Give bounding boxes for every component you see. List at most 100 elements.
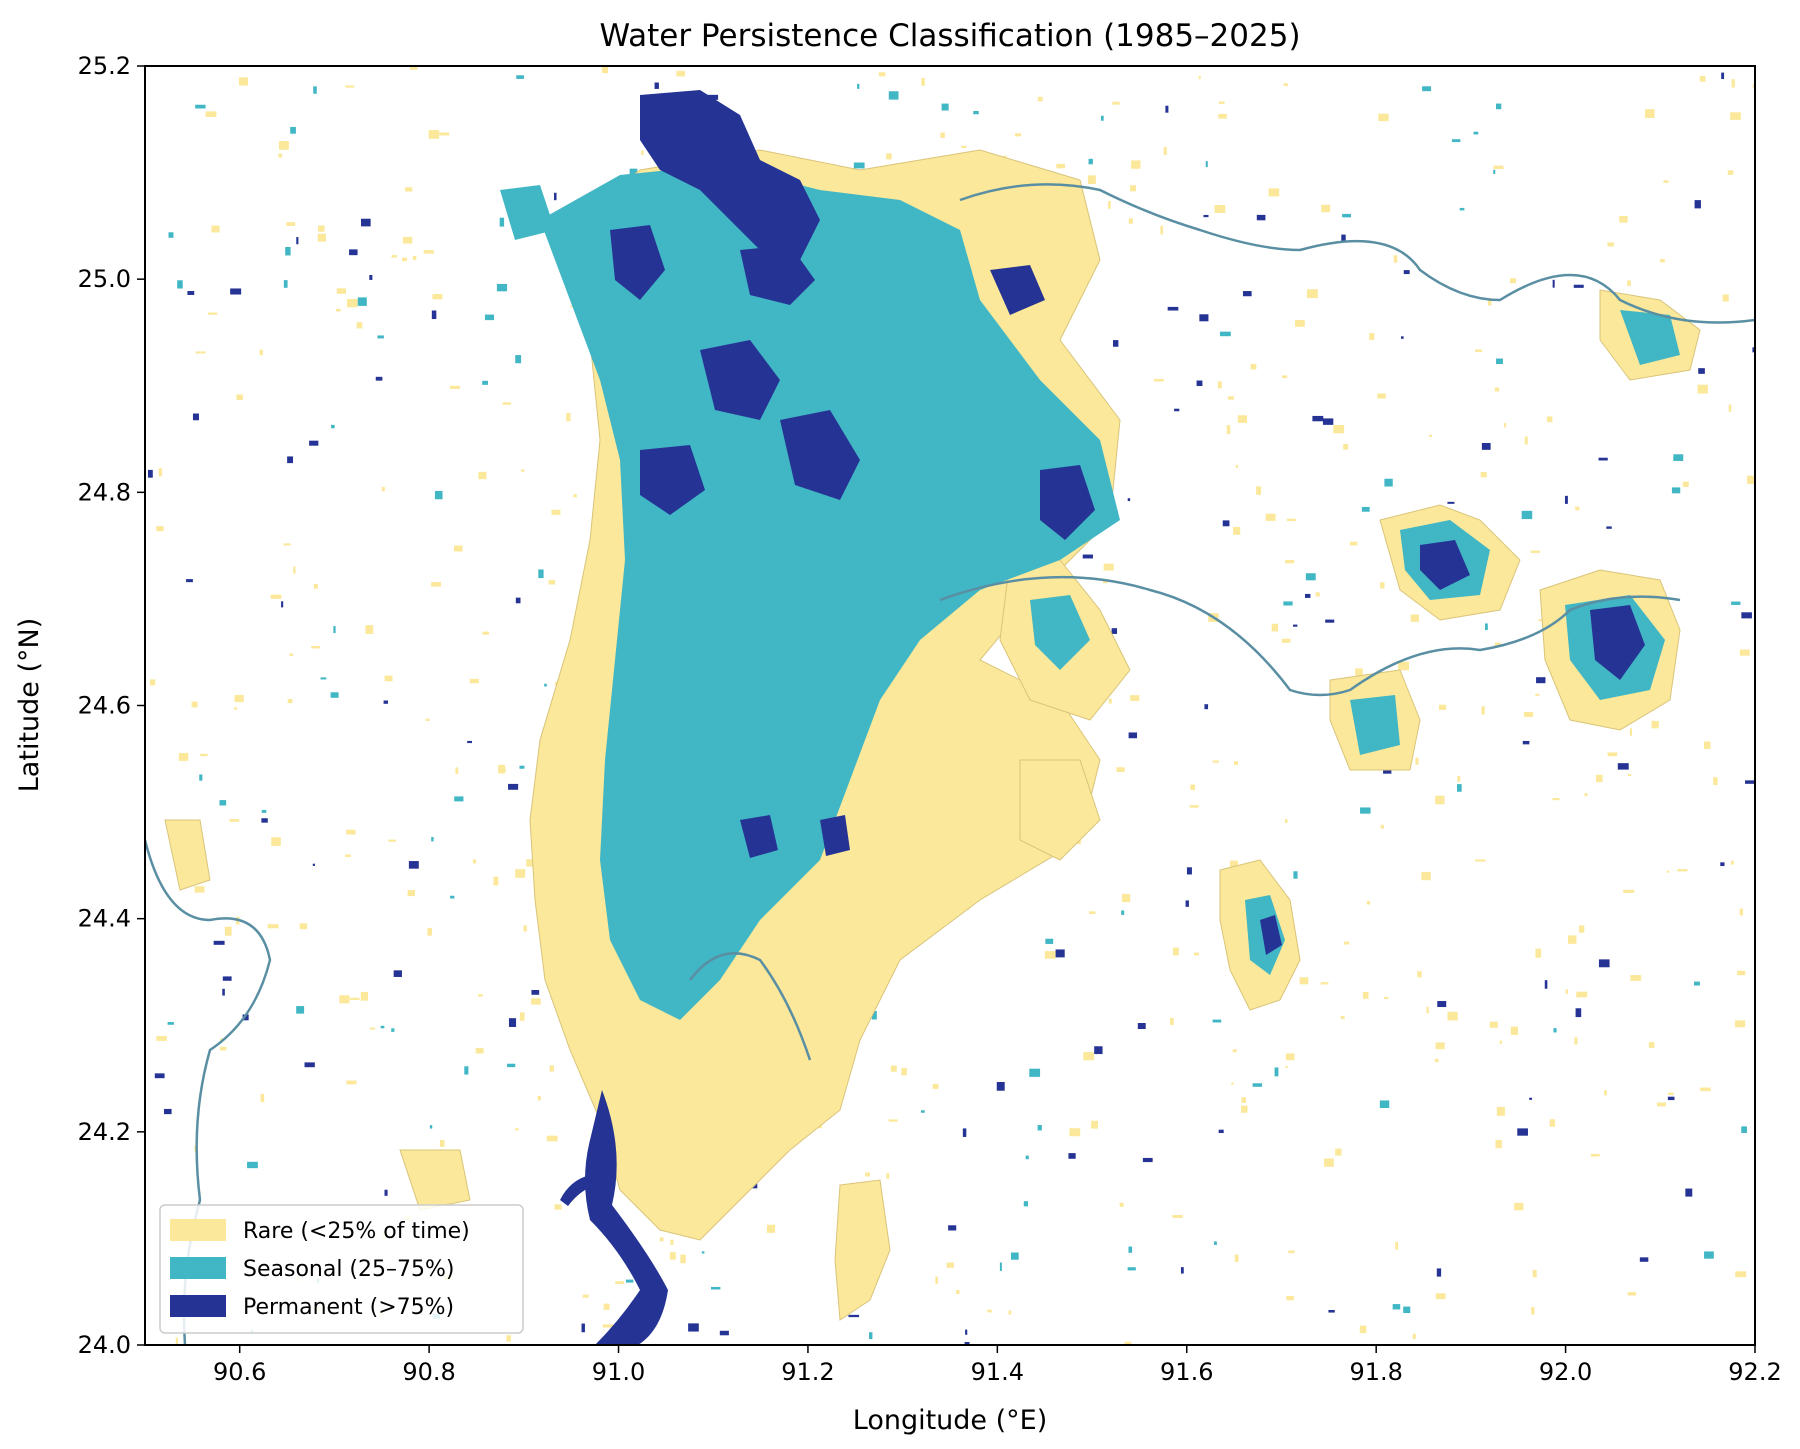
water-pixel xyxy=(278,141,289,150)
water-pixel xyxy=(1607,752,1618,757)
water-pixel xyxy=(1514,1202,1524,1211)
x-tick-label: 90.6 xyxy=(213,1358,266,1386)
water-pixel xyxy=(1089,911,1096,914)
water-pixel xyxy=(1285,560,1295,564)
water-pixel xyxy=(1108,698,1112,704)
water-pixel xyxy=(286,222,296,226)
water-pixel xyxy=(1128,218,1133,224)
water-pixel xyxy=(1435,1293,1446,1300)
water-pixel xyxy=(1369,333,1375,340)
water-pixel xyxy=(1436,1268,1442,1277)
water-pixel xyxy=(1552,279,1555,288)
water-pixel xyxy=(1392,1304,1401,1310)
water-pixel xyxy=(1256,486,1262,495)
water-pixel xyxy=(475,1048,484,1054)
water-pixel xyxy=(345,854,352,858)
legend-label: Rare (<25% of time) xyxy=(243,1219,470,1244)
water-pixel xyxy=(1232,1049,1237,1053)
water-pixel xyxy=(1694,200,1701,209)
water-pixel xyxy=(1335,1148,1342,1156)
water-pixel xyxy=(515,869,526,878)
water-pixel xyxy=(455,767,459,774)
water-pixel xyxy=(1494,642,1501,647)
water-pixel xyxy=(538,569,544,579)
water-pixel xyxy=(1595,774,1603,783)
water-pixel xyxy=(1091,1120,1099,1129)
water-pixel xyxy=(676,70,686,77)
water-pixel xyxy=(1283,83,1288,87)
water-pixel xyxy=(175,1337,179,1345)
water-pixel xyxy=(234,707,237,710)
water-pixel xyxy=(178,752,189,761)
water-pixel xyxy=(1546,416,1553,423)
water-pixel xyxy=(1494,387,1500,392)
water-pixel xyxy=(1629,728,1633,736)
water-pixel xyxy=(1240,1105,1248,1113)
water-pixel xyxy=(1417,971,1422,978)
water-pixel xyxy=(361,218,371,227)
water-pixel xyxy=(1403,270,1410,275)
water-pixel xyxy=(425,718,430,721)
water-pixel xyxy=(289,653,294,657)
water-pixel xyxy=(857,83,860,89)
water-pixel xyxy=(1037,1124,1042,1131)
water-pixel xyxy=(1172,947,1179,956)
water-pixel xyxy=(472,859,477,864)
water-pixel xyxy=(1112,101,1120,105)
water-pixel xyxy=(1628,773,1632,777)
water-pixel xyxy=(961,145,967,148)
water-pixel xyxy=(296,1006,305,1014)
water-pixel xyxy=(1366,900,1371,905)
water-pixel xyxy=(230,288,242,295)
legend-swatch xyxy=(170,1295,226,1317)
water-pixel xyxy=(1056,163,1066,169)
y-tick-label: 24.8 xyxy=(78,478,131,506)
water-pixel xyxy=(1522,740,1530,745)
water-pixel xyxy=(526,859,533,867)
water-pixel xyxy=(1731,601,1741,605)
water-pixel xyxy=(360,991,369,1001)
water-pixel xyxy=(1361,506,1370,512)
water-pixel xyxy=(871,1011,877,1020)
water-pixel xyxy=(1645,109,1655,118)
water-pixel xyxy=(515,355,522,364)
water-pixel xyxy=(581,1323,585,1333)
water-pixel xyxy=(1194,952,1199,956)
water-pixel xyxy=(1284,819,1288,824)
water-pixel xyxy=(1295,319,1305,327)
water-pixel xyxy=(1380,582,1385,589)
water-pixel xyxy=(1438,704,1447,711)
water-pixel xyxy=(935,1276,938,1284)
water-pixel xyxy=(1735,1271,1747,1278)
water-pixel xyxy=(1186,867,1192,875)
water-pixel xyxy=(1328,1309,1335,1313)
water-pixel xyxy=(1282,375,1288,379)
water-pixel xyxy=(1700,1087,1711,1092)
water-pixel xyxy=(1627,280,1631,287)
water-pixel xyxy=(1697,384,1708,394)
water-pixel xyxy=(222,988,225,996)
water-pixel xyxy=(261,818,268,823)
water-pixel xyxy=(1487,298,1492,306)
water-pixel xyxy=(1281,638,1291,643)
water-pixel xyxy=(1485,623,1488,631)
x-axis-label: Longitude (°E) xyxy=(853,1405,1048,1436)
water-pixel xyxy=(195,351,206,354)
water-pixel xyxy=(670,1239,674,1245)
water-pixel xyxy=(531,998,541,1005)
water-pixel xyxy=(200,753,208,757)
water-pixel xyxy=(901,1068,907,1076)
water-pixel xyxy=(439,1139,445,1147)
water-pixel xyxy=(381,486,385,492)
water-pixel xyxy=(1475,859,1486,862)
water-pixel xyxy=(1124,1341,1132,1345)
water-pixel xyxy=(1536,677,1546,684)
water-pixel xyxy=(921,77,925,86)
water-pixel xyxy=(1180,1267,1184,1274)
water-pixel xyxy=(432,293,443,300)
water-pixel xyxy=(408,861,419,869)
water-pixel xyxy=(1069,1128,1081,1137)
water-pixel xyxy=(521,469,525,472)
water-pixel xyxy=(865,1172,870,1177)
y-tick-label: 24.4 xyxy=(78,905,131,933)
